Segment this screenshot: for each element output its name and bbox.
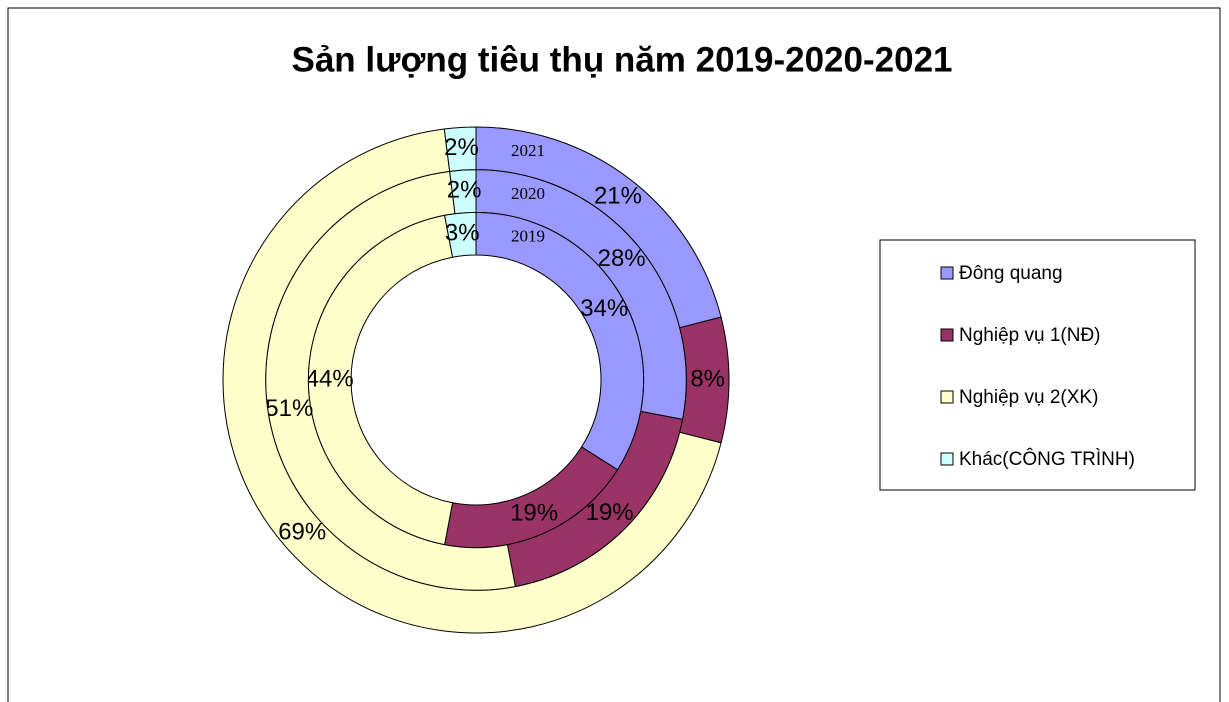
legend-swatch [940,452,954,466]
ring-label: 2019 [511,227,545,246]
legend-swatch [940,266,954,280]
doughnut-segment [443,126,477,172]
legend-label: Nghiệp vụ 1(NĐ) [959,325,1101,346]
ring-label: 2020 [511,184,545,203]
legend-swatch [940,328,954,342]
data-label: 2% [444,134,479,161]
legend-swatch [940,390,954,404]
legend-label: Nghiệp vụ 2(XK) [959,387,1098,408]
data-label: 21% [594,182,642,209]
data-label: 28% [598,245,646,272]
data-label: 8% [690,365,725,392]
ring-label: 2021 [511,141,545,160]
data-label: 3% [445,220,480,247]
legend-label: Khác(CÔNG TRÌNH) [959,448,1135,470]
data-label: 19% [586,499,634,526]
data-label: 2% [447,177,482,204]
data-label: 69% [278,519,326,546]
data-label: 44% [306,365,354,392]
legend-box [879,239,1196,491]
legend-label: Đông quang [959,263,1063,284]
data-label: 19% [510,500,558,527]
chart-frame [7,7,1221,702]
data-label: 51% [265,395,313,422]
chart-title: Sản lượng tiêu thụ năm 2019-2020-2021 [291,40,952,79]
data-label: 34% [580,295,628,322]
doughnut-segment [222,128,722,634]
